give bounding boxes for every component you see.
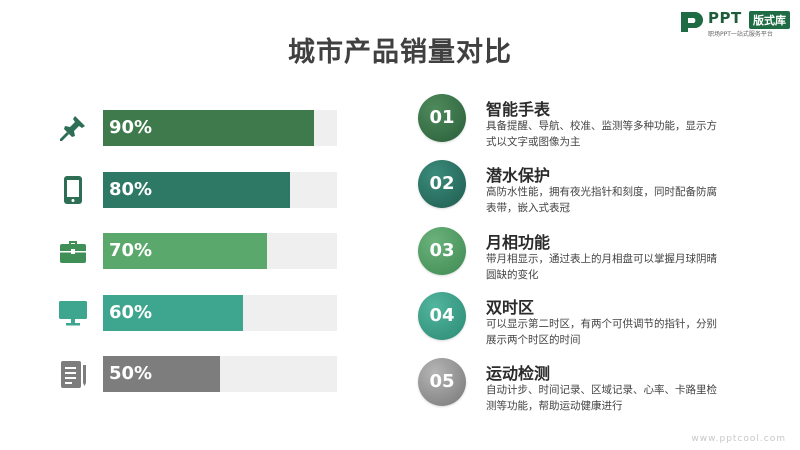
logo-slogan: 职场PPT一站式服务平台 <box>708 31 773 38</box>
feature-number: 04 <box>418 292 466 340</box>
feature-title: 智能手表 <box>486 100 551 119</box>
bar-value-label: 60% <box>109 302 153 323</box>
bar-value-label: 50% <box>109 363 153 384</box>
monitor-icon <box>59 301 87 326</box>
watermark: www.pptcool.com <box>691 434 786 444</box>
bar-fill: 80% <box>103 172 290 208</box>
bar-fill: 60% <box>103 295 243 331</box>
tablet-icon <box>64 176 82 204</box>
bar-track: 80% <box>103 172 337 208</box>
document-icon <box>61 361 86 388</box>
bar-track: 70% <box>103 233 337 269</box>
feature-number: 02 <box>418 160 466 208</box>
bar-track: 90% <box>103 110 337 146</box>
bar-track: 60% <box>103 295 337 331</box>
feature-number: 01 <box>418 94 466 142</box>
feature-number: 03 <box>418 227 466 275</box>
bar-fill: 50% <box>103 356 220 392</box>
feature-title: 双时区 <box>486 298 535 317</box>
bar-track: 50% <box>103 356 337 392</box>
feature-description: 具备提醒、导航、校准、监测等多种功能，显示方式以文字或图像为主 <box>486 120 717 148</box>
logo-badge: 版式库 <box>749 11 790 29</box>
feature-description: 带月相显示，通过表上的月相盘可以掌握月球阴晴圆缺的变化 <box>486 253 717 281</box>
bar-value-label: 80% <box>109 179 153 200</box>
feature-description: 可以显示第二时区，有两个可供调节的指针，分别展示两个时区的时间 <box>486 318 717 346</box>
feature-description: 高防水性能，拥有夜光指针和刻度，同时配备防腐表带，嵌入式表冠 <box>486 186 717 214</box>
bar-fill: 70% <box>103 233 267 269</box>
feature-title: 运动检测 <box>486 364 551 383</box>
feature-title: 月相功能 <box>486 233 551 252</box>
logo-mark-icon <box>681 12 703 32</box>
feature-number: 05 <box>418 358 466 406</box>
bar-value-label: 70% <box>109 240 153 261</box>
briefcase-icon <box>60 241 86 263</box>
bar-value-label: 90% <box>109 117 153 138</box>
pin-icon <box>60 116 85 141</box>
slide-title: 城市产品销量对比 <box>288 37 512 68</box>
bar-fill: 90% <box>103 110 314 146</box>
feature-description: 自动计步、时间记录、区域记录、心率、卡路里检测等功能，帮助运动健康进行 <box>486 384 717 412</box>
brand-logo: PPT 版式库 职场PPT一站式服务平台 <box>679 8 797 38</box>
feature-title: 潜水保护 <box>486 166 551 185</box>
logo-brand: PPT <box>708 9 742 27</box>
